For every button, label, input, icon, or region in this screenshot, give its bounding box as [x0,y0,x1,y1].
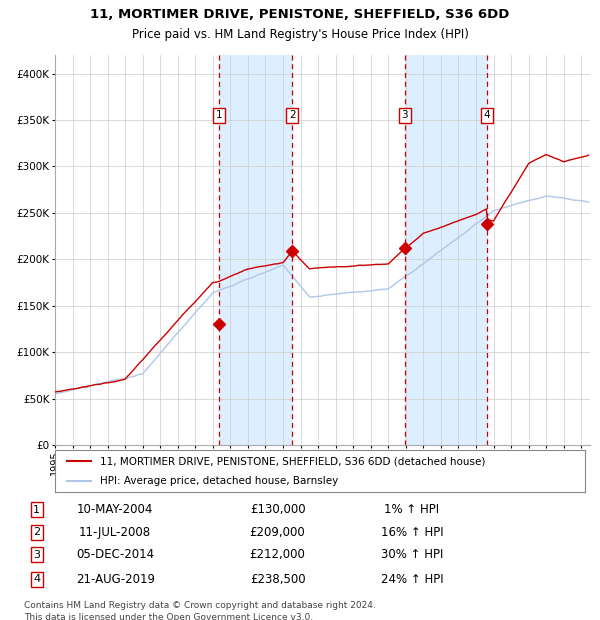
Text: 11, MORTIMER DRIVE, PENISTONE, SHEFFIELD, S36 6DD (detached house): 11, MORTIMER DRIVE, PENISTONE, SHEFFIELD… [100,456,485,466]
Text: 2: 2 [33,527,40,538]
Text: 11, MORTIMER DRIVE, PENISTONE, SHEFFIELD, S36 6DD: 11, MORTIMER DRIVE, PENISTONE, SHEFFIELD… [91,8,509,21]
Text: 16% ↑ HPI: 16% ↑ HPI [380,526,443,539]
Text: £130,000: £130,000 [250,503,305,516]
Text: Contains HM Land Registry data © Crown copyright and database right 2024.: Contains HM Land Registry data © Crown c… [24,601,376,609]
Bar [404,55,487,445]
Text: 1: 1 [34,505,40,515]
Text: £209,000: £209,000 [250,526,305,539]
Text: HPI: Average price, detached house, Barnsley: HPI: Average price, detached house, Barn… [100,476,338,485]
Text: 1% ↑ HPI: 1% ↑ HPI [385,503,440,516]
Text: 11-JUL-2008: 11-JUL-2008 [79,526,151,539]
Text: 05-DEC-2014: 05-DEC-2014 [76,548,154,561]
Text: 21-AUG-2019: 21-AUG-2019 [76,573,155,586]
Text: £212,000: £212,000 [250,548,305,561]
Text: 30% ↑ HPI: 30% ↑ HPI [381,548,443,561]
Text: 2: 2 [289,110,296,120]
Text: 10-MAY-2004: 10-MAY-2004 [77,503,154,516]
Text: This data is licensed under the Open Government Licence v3.0.: This data is licensed under the Open Gov… [24,613,313,620]
Text: 4: 4 [33,574,40,584]
Text: £238,500: £238,500 [250,573,305,586]
Text: Price paid vs. HM Land Registry's House Price Index (HPI): Price paid vs. HM Land Registry's House … [131,28,469,41]
Text: 4: 4 [484,110,491,120]
Text: 24% ↑ HPI: 24% ↑ HPI [380,573,443,586]
Text: 1: 1 [216,110,223,120]
Text: 3: 3 [401,110,408,120]
Text: 3: 3 [34,550,40,560]
Bar [219,55,292,445]
